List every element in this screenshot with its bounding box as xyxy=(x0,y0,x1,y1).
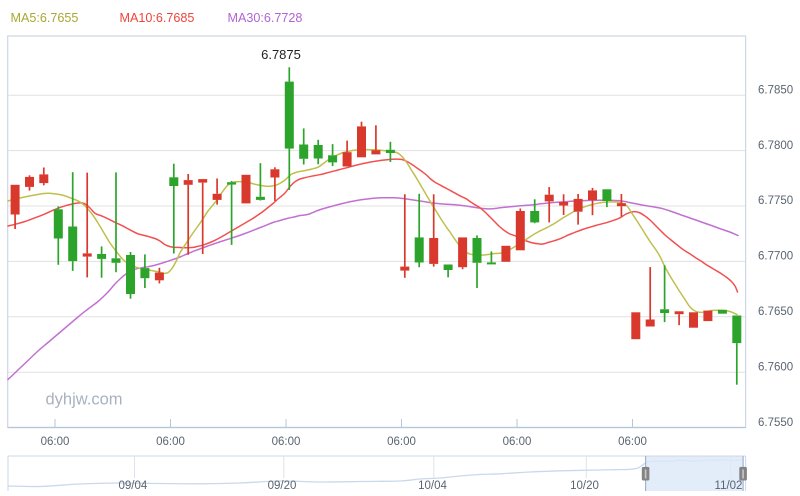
svg-text:06:00: 06:00 xyxy=(387,436,416,448)
svg-text:10/04: 10/04 xyxy=(418,480,447,491)
svg-text:06:00: 06:00 xyxy=(503,436,532,448)
svg-text:09/04: 09/04 xyxy=(119,480,148,491)
svg-text:6.7800: 6.7800 xyxy=(758,140,793,152)
svg-text:MA10:6.7685: MA10:6.7685 xyxy=(120,11,195,25)
svg-text:06:00: 06:00 xyxy=(41,436,70,448)
svg-text:dyhjw.com: dyhjw.com xyxy=(46,391,123,409)
svg-text:6.7875: 6.7875 xyxy=(261,47,301,62)
svg-text:6.7700: 6.7700 xyxy=(758,251,793,263)
svg-text:6.7750: 6.7750 xyxy=(758,195,793,207)
svg-text:06:00: 06:00 xyxy=(272,436,301,448)
svg-text:06:00: 06:00 xyxy=(156,436,185,448)
svg-text:11/02: 11/02 xyxy=(715,480,743,491)
svg-text:6.7650: 6.7650 xyxy=(758,306,793,318)
svg-text:06:00: 06:00 xyxy=(618,436,647,448)
svg-text:6.7550: 6.7550 xyxy=(758,417,793,429)
svg-text:6.7850: 6.7850 xyxy=(758,84,793,96)
svg-text:10/20: 10/20 xyxy=(570,480,599,491)
svg-text:6.7600: 6.7600 xyxy=(758,362,793,374)
svg-text:MA5:6.7655: MA5:6.7655 xyxy=(11,11,79,25)
svg-text:09/20: 09/20 xyxy=(268,480,297,491)
svg-text:MA30:6.7728: MA30:6.7728 xyxy=(228,11,303,25)
